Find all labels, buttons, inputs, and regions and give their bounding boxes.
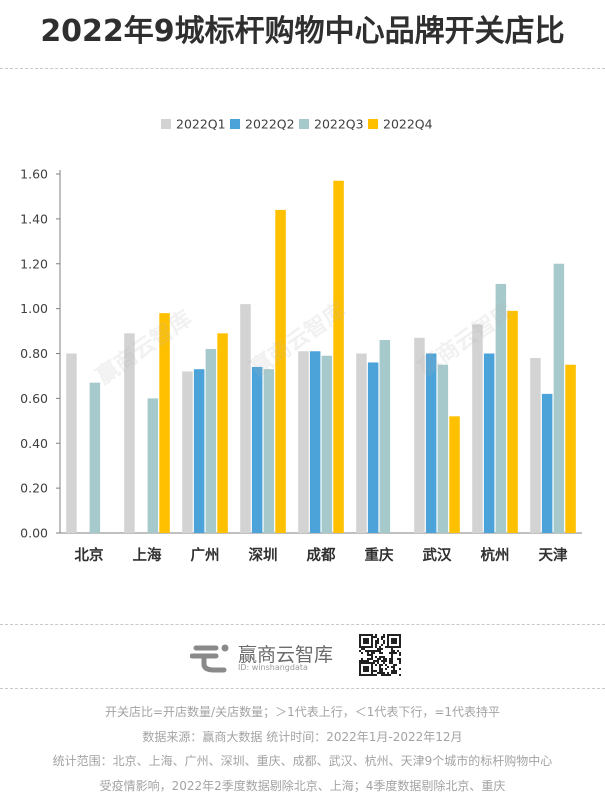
legend-label-2022Q1: 2022Q1 <box>176 117 226 132</box>
axes: 0.00 0.20 0.40 0.60 0.80 1.00 1.20 1.40 1.60 北京 上海… <box>20 167 582 564</box>
legend: 2022Q1 2022Q2 2022Q3 2022Q4 <box>161 117 433 132</box>
footer-divider-top <box>0 624 605 625</box>
notes: 开关店比=开店数量/关店数量；＞1代表上行，＜1代表下行，=1代表持平 数据来源… <box>0 700 605 798</box>
bar-2022Q2-武汉 <box>425 353 437 533</box>
legend-label-2022Q4: 2022Q4 <box>383 117 433 132</box>
x-tick-label: 武汉 <box>423 546 452 564</box>
bar-2022Q3-成都 <box>321 355 333 533</box>
bar-2022Q4-武汉 <box>449 416 460 533</box>
note-source: 数据来源：赢商大数据 统计时间：2022年1月-2022年12月 <box>142 729 463 744</box>
brand-id: ID: winshangdata <box>238 663 308 672</box>
y-tick-label: 0.80 <box>20 346 48 361</box>
note-scope: 统计范围：北京、上海、广州、深圳、重庆、成都、武汉、杭州、天津9个城市的标杆购物… <box>52 754 553 768</box>
legend-label-2022Q2: 2022Q2 <box>245 117 295 132</box>
x-tick-label: 北京 <box>75 546 104 564</box>
legend-swatch-2022Q3 <box>299 119 309 129</box>
legend-label-2022Q3: 2022Q3 <box>314 117 364 132</box>
bar-2022Q4-杭州 <box>507 310 518 533</box>
x-tick-label: 成都 <box>307 546 336 564</box>
note-definition: 开关店比=开店数量/关店数量；＞1代表上行，＜1代表下行，=1代表持平 <box>104 705 501 719</box>
bar-2022Q1-杭州 <box>472 324 483 533</box>
y-tick-label: 1.20 <box>20 256 48 271</box>
bar-2022Q3-武汉 <box>437 364 449 533</box>
chart: 2022Q1 2022Q2 2022Q3 2022Q4 0.00 0.20 0.40 0.6… <box>20 117 582 564</box>
y-tick-label: 0.20 <box>20 481 48 496</box>
bar-2022Q2-广州 <box>193 369 205 533</box>
y-tick-label: 0.00 <box>20 526 48 541</box>
bar-2022Q1-广州 <box>182 371 193 533</box>
legend-swatch-2022Q4 <box>368 119 378 129</box>
bar-2022Q3-北京 <box>89 382 101 533</box>
y-tick-label: 1.60 <box>20 167 48 182</box>
x-tick-label: 重庆 <box>365 546 394 564</box>
bar-2022Q2-重庆 <box>367 362 379 533</box>
bar-2022Q3-上海 <box>147 398 159 533</box>
bar-2022Q4-广州 <box>217 333 228 533</box>
bars <box>66 180 576 533</box>
note-exclusion: 受疫情影响，2022年2季度数据剔除北京、上海；4季度数据剔除北京、重庆 <box>99 778 506 793</box>
x-tick-label: 杭州 <box>481 546 510 564</box>
x-tick-label: 天津 <box>539 546 568 564</box>
title-divider <box>0 68 605 69</box>
y-tick-label: 0.60 <box>20 391 48 406</box>
bar-2022Q2-成都 <box>309 351 321 533</box>
bar-2022Q3-重庆 <box>379 340 391 533</box>
y-tick-label: 0.40 <box>20 436 48 451</box>
x-tick-label: 广州 <box>191 546 220 564</box>
bar-2022Q2-天津 <box>541 393 553 533</box>
bar-2022Q3-杭州 <box>495 283 507 533</box>
bar-2022Q1-上海 <box>124 333 135 533</box>
bar-2022Q1-天津 <box>530 357 541 533</box>
chart-title: 2022年9城标杆购物中心品牌开关店比 <box>40 14 565 49</box>
bar-2022Q4-上海 <box>159 313 170 533</box>
y-tick-label: 1.00 <box>20 301 48 316</box>
bar-2022Q1-武汉 <box>414 337 425 533</box>
legend-swatch-2022Q2 <box>230 119 240 129</box>
qr-code-icon <box>359 634 401 676</box>
brand-name: 赢商云智库 <box>238 644 334 666</box>
x-tick-label: 深圳 <box>249 546 278 564</box>
bar-2022Q4-天津 <box>565 364 576 533</box>
y-tick-label: 1.40 <box>20 211 48 226</box>
bar-2022Q1-重庆 <box>356 353 367 533</box>
bar-2022Q2-杭州 <box>483 353 495 533</box>
bar-2022Q1-成都 <box>298 351 309 533</box>
bar-2022Q4-成都 <box>333 180 344 533</box>
brand-block: 赢商云智库 ID: winshangdata <box>190 636 440 676</box>
x-tick-label: 上海 <box>133 546 162 564</box>
bar-2022Q1-北京 <box>66 353 77 533</box>
bar-2022Q4-深圳 <box>275 209 286 533</box>
bar-2022Q1-深圳 <box>240 304 251 533</box>
bar-2022Q3-深圳 <box>263 369 275 533</box>
legend-swatch-2022Q1 <box>161 119 171 129</box>
bar-2022Q3-天津 <box>553 263 565 533</box>
brand-logo-icon <box>190 644 229 673</box>
footer-divider-bottom <box>0 688 605 689</box>
bar-2022Q2-深圳 <box>251 366 263 533</box>
bar-2022Q3-广州 <box>205 349 217 533</box>
